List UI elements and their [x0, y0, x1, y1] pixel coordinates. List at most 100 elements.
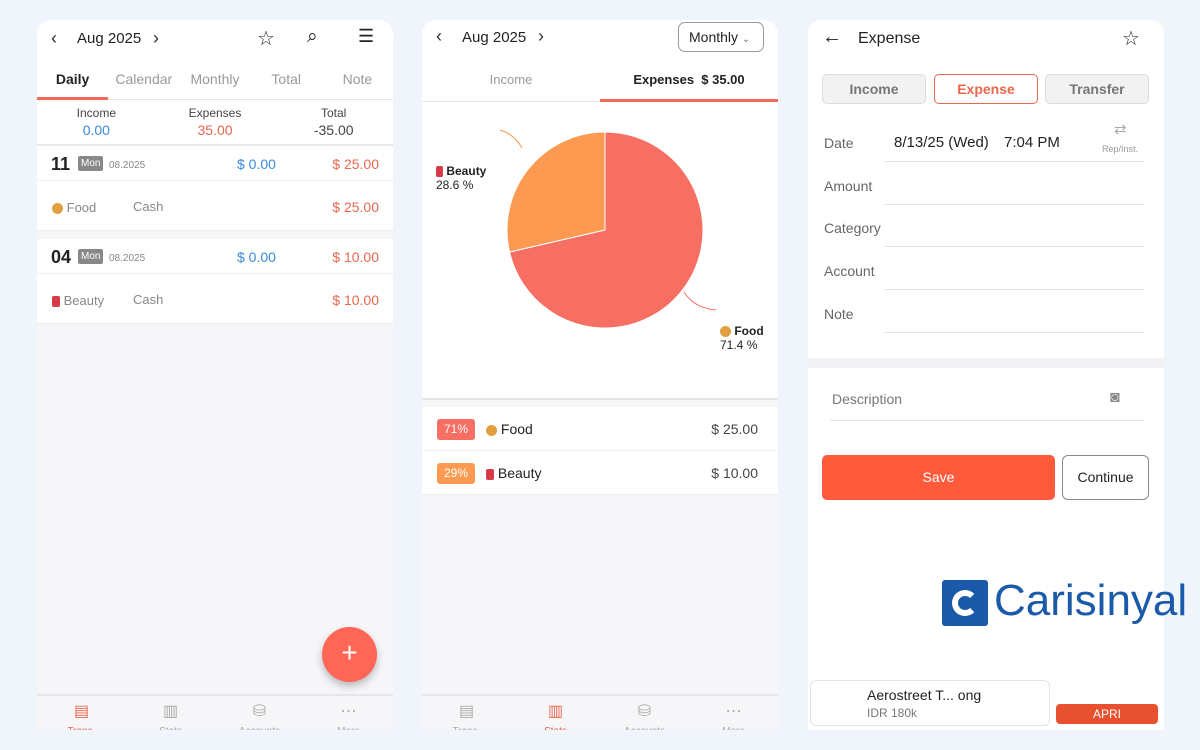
- date-label: Date: [824, 135, 854, 151]
- back-arrow-icon[interactable]: ←: [822, 26, 842, 48]
- day-month: 08.2025: [109, 253, 146, 264]
- weekday-badge: Mon: [78, 156, 104, 171]
- day-income: $ 0.00: [237, 249, 276, 265]
- pie-chart: [499, 129, 717, 329]
- transaction-row[interactable]: Food Cash $ 25.00: [37, 181, 393, 231]
- day-header: 04 Mon 08.2025 $ 0.00 $ 10.00: [37, 239, 393, 274]
- nav-accounts[interactable]: ⛁Accounts: [215, 696, 304, 730]
- leader-line-beauty: [499, 129, 523, 149]
- leader-line-food: [683, 291, 717, 311]
- nav-stats[interactable]: ▥Stats: [126, 696, 215, 730]
- percent-badge: 29%: [437, 463, 475, 484]
- repeat-icon[interactable]: ⇄: [1114, 121, 1127, 138]
- nav-trans[interactable]: ▤Trans.: [37, 696, 126, 730]
- tab-expenses[interactable]: Expenses $ 35.00: [600, 66, 778, 102]
- expenses-label: Expenses: [188, 106, 242, 120]
- amount-input[interactable]: [884, 204, 1144, 205]
- rep-inst-label[interactable]: Rep/Inst.: [1102, 144, 1139, 154]
- category-row-food[interactable]: 71% Food $ 25.00: [422, 407, 778, 451]
- category: Food: [66, 200, 97, 215]
- day-income: $ 0.00: [237, 156, 276, 172]
- pie-label-food: Food 71.4 %: [720, 324, 764, 352]
- percent-badge: 71%: [437, 419, 475, 440]
- month-label: Aug 2025: [77, 30, 142, 47]
- day-group: 04 Mon 08.2025 $ 0.00 $ 10.00 Beauty Cas…: [37, 239, 393, 324]
- category-input[interactable]: [884, 246, 1144, 247]
- type-expense-button[interactable]: Expense: [934, 74, 1038, 104]
- pie-slice-beauty[interactable]: [506, 131, 606, 253]
- date-value[interactable]: 8/13/25 (Wed): [894, 134, 989, 151]
- note-input[interactable]: [884, 332, 1144, 333]
- type-transfer-button[interactable]: Transfer: [1045, 74, 1149, 104]
- filter-sliders-icon[interactable]: ☰: [358, 26, 375, 46]
- income-label: Income: [76, 106, 117, 120]
- coins-icon: ⛁: [252, 703, 267, 720]
- day-expense: $ 25.00: [332, 156, 379, 172]
- amount-label: Amount: [824, 178, 873, 194]
- tab-daily[interactable]: Daily: [37, 68, 109, 100]
- day-group: 11 Mon 08.2025 $ 0.00 $ 25.00 Food Cash …: [37, 146, 393, 231]
- lipstick-icon: [436, 166, 443, 178]
- total-value: -35.00: [313, 122, 354, 138]
- bar-chart-icon: ▥: [547, 703, 564, 720]
- lipstick-icon: [52, 296, 60, 308]
- pie-label-beauty: Beauty 28.6 %: [436, 164, 487, 192]
- more-icon: ⋯: [340, 703, 357, 720]
- account: Cash: [133, 199, 164, 214]
- prev-month-icon[interactable]: ‹: [436, 26, 442, 46]
- category-label: Category: [824, 220, 881, 236]
- day-header: 11 Mon 08.2025 $ 0.00 $ 25.00: [37, 146, 393, 181]
- continue-button[interactable]: Continue: [1062, 455, 1149, 500]
- save-button[interactable]: Save: [822, 455, 1055, 500]
- type-income-button[interactable]: Income: [822, 74, 926, 104]
- time-value[interactable]: 7:04 PM: [1004, 134, 1060, 151]
- search-icon[interactable]: ⌕: [307, 26, 318, 47]
- tab-income[interactable]: Income: [489, 72, 533, 87]
- next-month-icon[interactable]: ›: [538, 26, 544, 46]
- ad-banner[interactable]: Aerostreet T... ong IDR 180k: [810, 680, 1050, 726]
- nav-stats[interactable]: ▥Stats: [511, 696, 600, 730]
- description-input[interactable]: Description: [832, 391, 903, 407]
- total-label: Total: [321, 106, 347, 120]
- amount: $ 10.00: [711, 465, 758, 481]
- book-icon: ▤: [73, 703, 90, 720]
- period-dropdown[interactable]: Monthly ⌄: [678, 22, 764, 52]
- camera-icon[interactable]: ◙: [1110, 389, 1120, 406]
- ad-title: Aerostreet T... ong: [867, 687, 982, 703]
- month-label: Aug 2025: [462, 29, 527, 46]
- noodle-bowl-icon: [720, 326, 731, 338]
- tab-note[interactable]: Note: [342, 71, 373, 87]
- category-row-beauty[interactable]: 29% Beauty $ 10.00: [422, 451, 778, 495]
- nav-accounts[interactable]: ⛁Accounts: [600, 696, 689, 730]
- nav-more[interactable]: ⋯More: [689, 696, 778, 730]
- account-input[interactable]: [884, 289, 1144, 290]
- account: Cash: [133, 292, 164, 307]
- bookmark-star-icon[interactable]: ☆: [1122, 28, 1140, 50]
- bottom-nav: ▤Trans. ▥Stats ⛁Accounts ⋯More: [422, 694, 778, 730]
- tab-monthly[interactable]: Monthly: [190, 71, 240, 87]
- lipstick-icon: [486, 468, 494, 480]
- nav-trans[interactable]: ▤Trans.: [422, 696, 511, 730]
- pie-slice-food[interactable]: [508, 131, 704, 329]
- noodle-bowl-icon: [52, 203, 63, 215]
- add-transaction-button[interactable]: +: [322, 627, 377, 682]
- tab-total[interactable]: Total: [271, 71, 301, 87]
- watermark-text: Carisinyal: [994, 576, 1188, 625]
- chevron-down-icon: ⌄: [741, 34, 751, 45]
- daily-transactions-screen: ‹ Aug 2025 › ☆ ⌕ ☰ Daily Calendar Monthl…: [37, 20, 393, 730]
- amount: $ 25.00: [332, 199, 379, 215]
- more-icon: ⋯: [725, 703, 742, 720]
- ad-cta-button[interactable]: APRI: [1056, 704, 1158, 724]
- transaction-row[interactable]: Beauty Cash $ 10.00: [37, 274, 393, 324]
- account-label: Account: [824, 263, 875, 279]
- tab-calendar[interactable]: Calendar: [115, 71, 173, 87]
- prev-month-icon[interactable]: ‹: [51, 28, 57, 48]
- amount: $ 25.00: [711, 421, 758, 437]
- next-month-icon[interactable]: ›: [153, 28, 159, 48]
- stats-screen: ‹ Aug 2025 › Monthly ⌄ Income Expenses $…: [422, 20, 778, 730]
- bookmark-star-icon[interactable]: ☆: [257, 28, 275, 50]
- category: Beauty: [497, 465, 542, 481]
- nav-more[interactable]: ⋯More: [304, 696, 393, 730]
- category: Beauty: [63, 293, 105, 308]
- coins-icon: ⛁: [637, 703, 652, 720]
